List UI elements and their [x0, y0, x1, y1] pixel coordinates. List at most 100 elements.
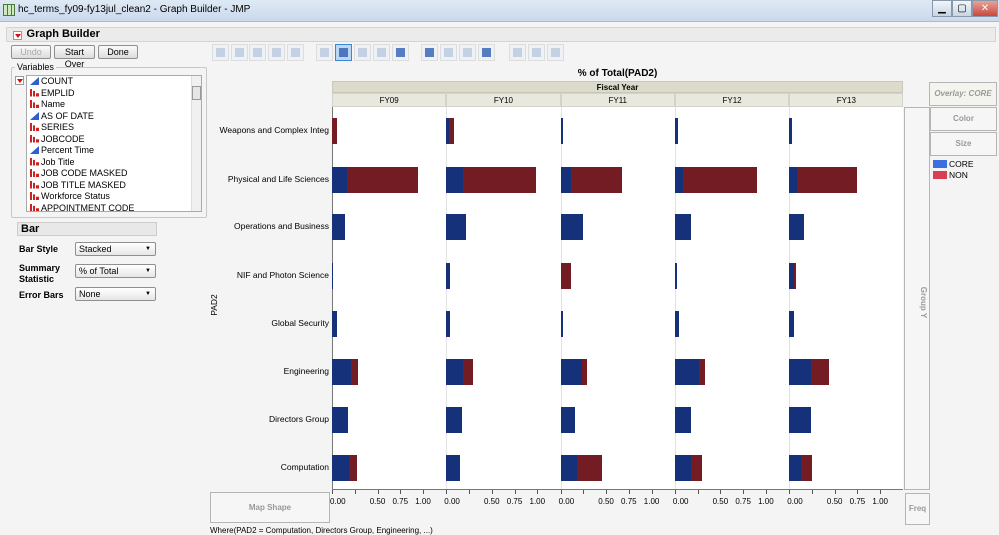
bar-non[interactable]: [332, 118, 337, 144]
y-category-label[interactable]: Operations and Business: [234, 221, 329, 231]
overlay-dropzone[interactable]: Overlay: CORE: [929, 82, 997, 106]
bar-non[interactable]: [699, 359, 705, 385]
bar-core[interactable]: [446, 214, 467, 240]
bar-core[interactable]: [789, 311, 794, 337]
undo-button[interactable]: Undo: [11, 45, 51, 59]
y-category-label[interactable]: Directors Group: [269, 414, 329, 424]
panel-header-fy11[interactable]: FY11: [560, 93, 675, 107]
group-y-dropzone[interactable]: Group Y: [904, 107, 930, 490]
bar-non[interactable]: [811, 359, 830, 385]
bar-core[interactable]: [789, 167, 798, 193]
caption-box-icon[interactable]: [509, 44, 526, 61]
heatmap-icon[interactable]: [421, 44, 438, 61]
bar-core[interactable]: [446, 263, 450, 289]
scrollbar-thumb[interactable]: [192, 86, 201, 100]
plot-area[interactable]: [332, 107, 903, 490]
maximize-button[interactable]: ▢: [952, 0, 972, 17]
line-icon[interactable]: [316, 44, 333, 61]
box-plot-icon[interactable]: [373, 44, 390, 61]
size-dropzone[interactable]: Size: [930, 132, 997, 156]
line-of-fit-icon[interactable]: [249, 44, 266, 61]
color-dropzone[interactable]: Color: [930, 107, 997, 131]
start-over-button[interactable]: Start Over: [54, 45, 95, 69]
y-category-label[interactable]: Computation: [280, 462, 329, 472]
bar-core[interactable]: [674, 118, 678, 144]
variable-item[interactable]: JOB TITLE MASKED: [27, 180, 201, 192]
bar-core[interactable]: [332, 167, 347, 193]
bar-non[interactable]: [801, 455, 812, 481]
bar-core[interactable]: [674, 311, 680, 337]
bar-core[interactable]: [560, 118, 564, 144]
variables-scrollbar[interactable]: [191, 76, 201, 211]
variable-item[interactable]: Workforce Status: [27, 191, 201, 203]
variable-item[interactable]: Job Title: [27, 157, 201, 169]
y-category-label[interactable]: NIF and Photon Science: [236, 270, 329, 280]
bar-non[interactable]: [462, 359, 473, 385]
histogram-icon[interactable]: [392, 44, 409, 61]
bar-section-header[interactable]: Bar: [17, 222, 157, 236]
variables-list[interactable]: COUNT EMPLID Name AS OF DATE SERIES JOBCODE Pe…: [26, 75, 202, 212]
map-shape-dropzone[interactable]: Map Shape: [210, 492, 330, 523]
variable-item[interactable]: COUNT: [27, 76, 201, 88]
variable-item[interactable]: EMPLID: [27, 88, 201, 100]
bar-core[interactable]: [560, 214, 584, 240]
bar-core[interactable]: [446, 359, 463, 385]
bar-non[interactable]: [570, 167, 623, 193]
panel-header-fy13[interactable]: FY13: [789, 93, 904, 107]
bar-core[interactable]: [332, 407, 349, 433]
bar-core[interactable]: [446, 407, 462, 433]
bar-non[interactable]: [560, 263, 571, 289]
bar-core[interactable]: [560, 455, 577, 481]
bar-core[interactable]: [560, 167, 571, 193]
bar-core[interactable]: [789, 407, 812, 433]
bar-non[interactable]: [346, 167, 418, 193]
done-button[interactable]: Done: [98, 45, 138, 59]
treemap-icon[interactable]: [459, 44, 476, 61]
red-triangle-menu-icon[interactable]: [13, 30, 22, 40]
error-bars-select[interactable]: None: [75, 287, 156, 301]
bar-non[interactable]: [793, 263, 797, 289]
bar-core[interactable]: [560, 359, 583, 385]
bar-core[interactable]: [674, 455, 692, 481]
contour-icon[interactable]: [287, 44, 304, 61]
points-icon[interactable]: [212, 44, 229, 61]
variable-item[interactable]: JOBCODE: [27, 134, 201, 146]
variable-item[interactable]: AS OF DATE: [27, 111, 201, 123]
bar-core[interactable]: [789, 359, 812, 385]
ellipse-icon[interactable]: [268, 44, 285, 61]
bar-icon[interactable]: [335, 44, 352, 61]
panel-header-fy12[interactable]: FY12: [674, 93, 790, 107]
bar-core[interactable]: [674, 359, 700, 385]
bar-core[interactable]: [446, 167, 463, 193]
freq-dropzone[interactable]: Freq: [905, 493, 930, 525]
bar-core[interactable]: [332, 263, 333, 289]
mosaic-icon[interactable]: [478, 44, 495, 61]
variable-item[interactable]: Name: [27, 99, 201, 111]
map-shapes-icon[interactable]: [547, 44, 564, 61]
y-category-label[interactable]: Physical and Life Sciences: [227, 174, 329, 184]
bar-core[interactable]: [789, 118, 792, 144]
bar-core[interactable]: [560, 311, 564, 337]
bar-core[interactable]: [446, 118, 450, 144]
smoother-icon[interactable]: [231, 44, 248, 61]
bar-non[interactable]: [797, 167, 857, 193]
panel-header-fy10[interactable]: FY10: [446, 93, 561, 107]
panel-header-fy09[interactable]: FY09: [332, 93, 447, 107]
pie-icon[interactable]: [440, 44, 457, 61]
y-category-label[interactable]: Global Security: [271, 318, 329, 328]
y-category-label[interactable]: Engineering: [283, 366, 329, 376]
bar-core[interactable]: [446, 455, 460, 481]
bar-core[interactable]: [446, 311, 450, 337]
y-category-label[interactable]: Weapons and Complex Integ: [219, 125, 329, 135]
bar-non[interactable]: [576, 455, 602, 481]
bar-non[interactable]: [349, 455, 358, 481]
summary-statistic-select[interactable]: % of Total: [75, 264, 156, 278]
bar-non[interactable]: [582, 359, 587, 385]
bar-core[interactable]: [332, 359, 352, 385]
bar-core[interactable]: [674, 214, 692, 240]
area-icon[interactable]: [354, 44, 371, 61]
variable-item[interactable]: APPOINTMENT CODE: [27, 203, 201, 211]
legend-item-core[interactable]: CORE: [933, 159, 974, 170]
variable-item[interactable]: JOB CODE MASKED: [27, 168, 201, 180]
bar-core[interactable]: [789, 263, 794, 289]
